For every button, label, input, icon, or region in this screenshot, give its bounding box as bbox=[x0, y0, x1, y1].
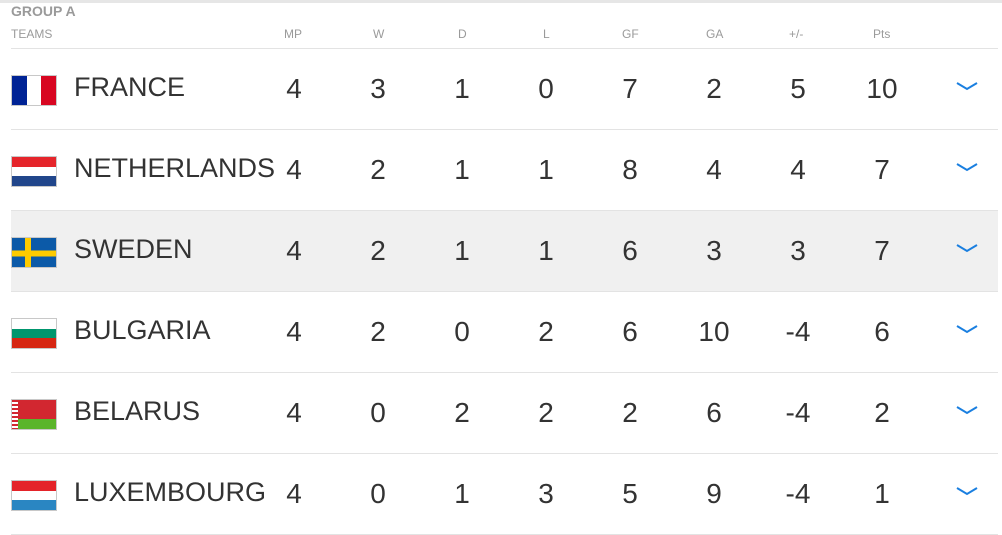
stat-pts: 7 bbox=[874, 154, 890, 185]
stat-w: 2 bbox=[370, 316, 386, 347]
stat-ga: 3 bbox=[706, 235, 722, 266]
stat-pts: 7 bbox=[874, 235, 890, 266]
stat-l: 3 bbox=[538, 478, 554, 509]
stat-ga: 9 bbox=[706, 478, 722, 509]
stat-l: 1 bbox=[538, 235, 554, 266]
stat-pts: 6 bbox=[874, 316, 890, 347]
team-name: SWEDEN bbox=[74, 234, 193, 264]
table-header: TEAMS MP W D L GF GA +/- Pts bbox=[11, 25, 998, 49]
chevron-down-icon[interactable] bbox=[955, 241, 979, 255]
stat-d: 2 bbox=[454, 397, 470, 428]
chevron-down-icon[interactable] bbox=[955, 79, 979, 93]
header-d: D bbox=[458, 27, 467, 41]
stat-d: 1 bbox=[454, 73, 470, 104]
stat-gd: 4 bbox=[790, 154, 806, 185]
stat-gd: -4 bbox=[785, 397, 811, 428]
table-row[interactable]: BELARUS 4 0 2 2 2 6 -4 2 bbox=[11, 373, 998, 454]
header-gf: GF bbox=[622, 27, 639, 41]
stat-gd: -4 bbox=[785, 478, 811, 509]
stat-d: 1 bbox=[454, 478, 470, 509]
stat-gf: 2 bbox=[622, 397, 638, 428]
stat-gd: -4 bbox=[785, 316, 811, 347]
stat-mp: 4 bbox=[286, 73, 302, 104]
header-teams: TEAMS bbox=[11, 27, 53, 41]
header-gd: +/- bbox=[789, 27, 804, 41]
team-name: FRANCE bbox=[74, 72, 186, 102]
stat-d: 0 bbox=[454, 316, 470, 347]
flag-sweden-icon bbox=[11, 237, 57, 268]
header-ga: GA bbox=[706, 27, 724, 41]
stat-l: 2 bbox=[538, 316, 554, 347]
stat-l: 1 bbox=[538, 154, 554, 185]
stat-pts: 2 bbox=[874, 397, 890, 428]
table-row[interactable]: BULGARIA 4 2 0 2 6 10 -4 6 bbox=[11, 292, 998, 373]
team-name: BULGARIA bbox=[74, 315, 211, 345]
stat-mp: 4 bbox=[286, 235, 302, 266]
stat-pts: 10 bbox=[866, 73, 898, 104]
stat-d: 1 bbox=[454, 154, 470, 185]
flag-bulgaria-icon bbox=[11, 318, 57, 349]
stat-ga: 6 bbox=[706, 397, 722, 428]
header-w: W bbox=[373, 27, 385, 41]
table-row[interactable]: SWEDEN 4 2 1 1 6 3 3 7 bbox=[11, 211, 998, 292]
stat-w: 0 bbox=[370, 397, 386, 428]
stat-w: 2 bbox=[370, 154, 386, 185]
stat-mp: 4 bbox=[286, 478, 302, 509]
group-title: GROUP A bbox=[11, 3, 76, 19]
header-mp: MP bbox=[284, 27, 302, 41]
table-row[interactable]: FRANCE 4 3 1 0 7 2 5 10 bbox=[11, 49, 998, 130]
flag-luxembourg-icon bbox=[11, 480, 57, 511]
stat-l: 2 bbox=[538, 397, 554, 428]
stat-mp: 4 bbox=[286, 316, 302, 347]
stat-d: 1 bbox=[454, 235, 470, 266]
stat-gf: 8 bbox=[622, 154, 638, 185]
header-l: L bbox=[543, 27, 550, 41]
stat-gf: 5 bbox=[622, 478, 638, 509]
table-row[interactable]: LUXEMBOURG 4 0 1 3 5 9 -4 1 bbox=[11, 454, 998, 535]
team-name: NETHERLANDS bbox=[74, 153, 276, 183]
flag-france-icon bbox=[11, 75, 57, 106]
chevron-down-icon[interactable] bbox=[955, 484, 979, 498]
header-pts: Pts bbox=[873, 27, 891, 41]
stat-ga: 2 bbox=[706, 73, 722, 104]
chevron-down-icon[interactable] bbox=[955, 322, 979, 336]
stat-w: 2 bbox=[370, 235, 386, 266]
flag-netherlands-icon bbox=[11, 156, 57, 187]
stat-mp: 4 bbox=[286, 154, 302, 185]
stat-w: 3 bbox=[370, 73, 386, 104]
stat-ga: 4 bbox=[706, 154, 722, 185]
stat-gd: 3 bbox=[790, 235, 806, 266]
stat-gf: 7 bbox=[622, 73, 638, 104]
table-row[interactable]: NETHERLANDS 4 2 1 1 8 4 4 7 bbox=[11, 130, 998, 211]
stat-gd: 5 bbox=[790, 73, 806, 104]
stat-w: 0 bbox=[370, 478, 386, 509]
stat-ga: 10 bbox=[698, 316, 730, 347]
stat-gf: 6 bbox=[622, 235, 638, 266]
flag-belarus-icon bbox=[11, 399, 57, 430]
stat-mp: 4 bbox=[286, 397, 302, 428]
chevron-down-icon[interactable] bbox=[955, 403, 979, 417]
stat-gf: 6 bbox=[622, 316, 638, 347]
stat-l: 0 bbox=[538, 73, 554, 104]
chevron-down-icon[interactable] bbox=[955, 160, 979, 174]
team-name: LUXEMBOURG bbox=[74, 477, 267, 507]
team-name: BELARUS bbox=[74, 396, 201, 426]
stat-pts: 1 bbox=[874, 478, 890, 509]
